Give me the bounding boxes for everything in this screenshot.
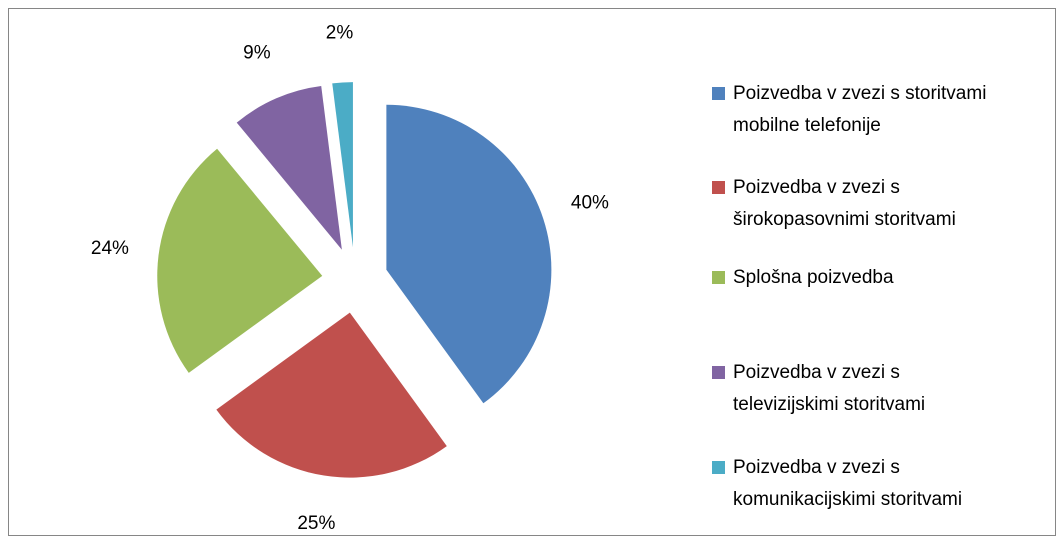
legend-entry: Poizvedba v zvezi s širokopasovnimi stor… bbox=[712, 172, 956, 236]
pie-slice bbox=[332, 82, 353, 248]
legend-swatch bbox=[712, 461, 725, 474]
pie-slice bbox=[157, 148, 323, 373]
legend-label: Poizvedba v zvezi s komunikacijskimi sto… bbox=[733, 457, 963, 510]
legend-entry: Poizvedba v zvezi s storitvami mobilne t… bbox=[712, 78, 986, 142]
legend-swatch bbox=[712, 271, 725, 284]
pie-slice bbox=[236, 86, 342, 250]
data-label: 2% bbox=[326, 23, 354, 44]
legend-label: Poizvedba v zvezi s širokopasovnimi stor… bbox=[733, 177, 956, 230]
pie-slice bbox=[386, 104, 552, 404]
legend-label: Poizvedba v zvezi s televizijskimi stori… bbox=[733, 362, 926, 415]
data-label: 24% bbox=[91, 238, 129, 259]
data-label: 9% bbox=[243, 42, 271, 63]
legend-label: Splošna poizvedba bbox=[733, 267, 894, 288]
legend-swatch bbox=[712, 181, 725, 194]
legend-swatch bbox=[712, 87, 725, 100]
legend-entry: Splošna poizvedba bbox=[712, 262, 894, 294]
pie-slice bbox=[216, 312, 447, 478]
legend-swatch bbox=[712, 366, 725, 379]
data-label: 40% bbox=[571, 193, 609, 214]
legend-label: Poizvedba v zvezi s storitvami mobilne t… bbox=[733, 83, 987, 136]
legend-entry: Poizvedba v zvezi s komunikacijskimi sto… bbox=[712, 452, 962, 516]
data-label: 25% bbox=[297, 513, 335, 534]
legend-entry: Poizvedba v zvezi s televizijskimi stori… bbox=[712, 357, 925, 421]
